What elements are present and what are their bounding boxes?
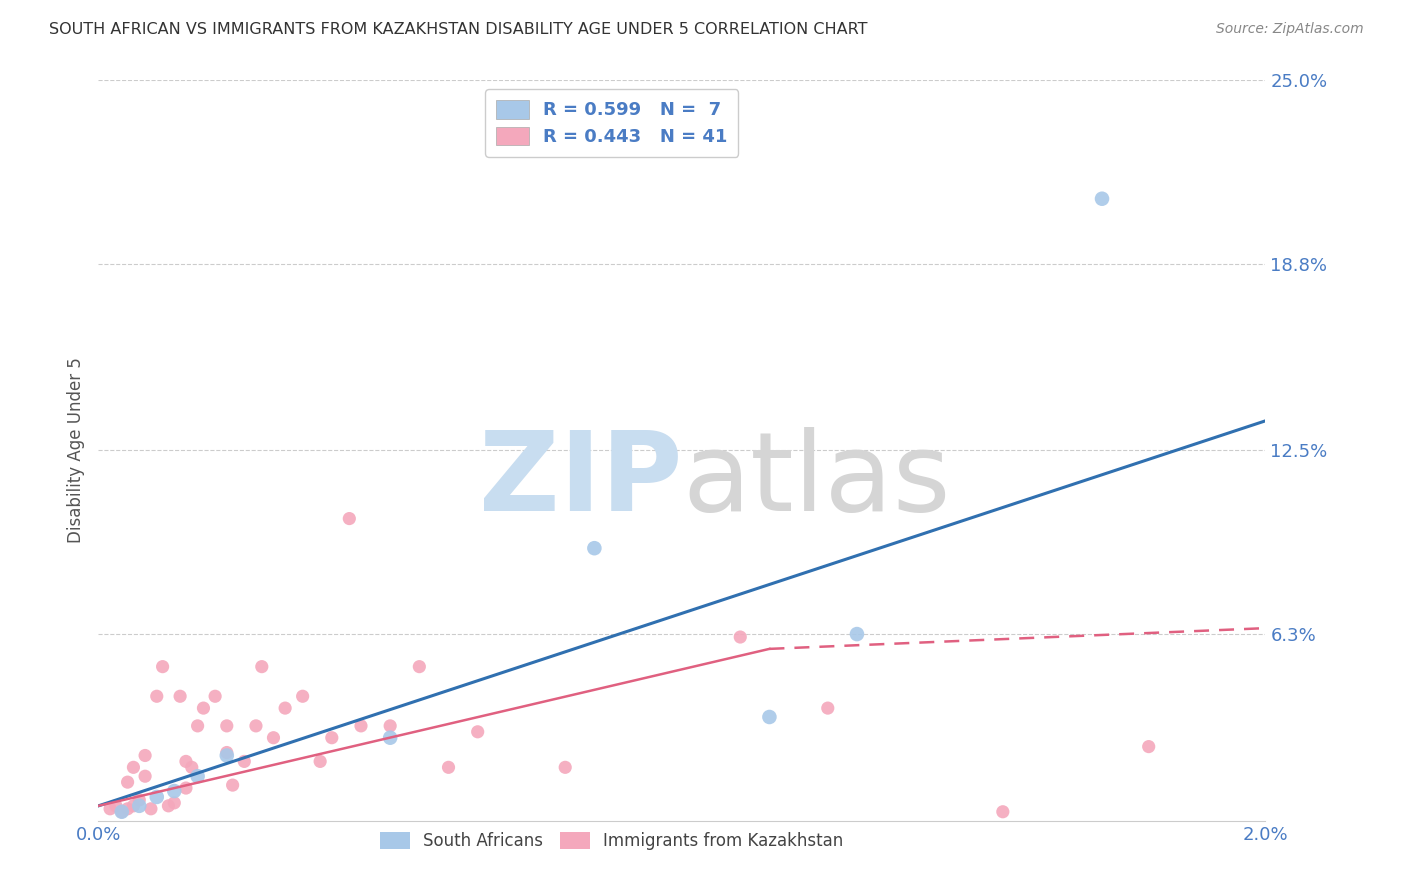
Point xyxy=(163,784,186,798)
Point xyxy=(730,630,752,644)
Point xyxy=(163,796,186,810)
Point xyxy=(846,627,869,641)
Point xyxy=(221,778,243,792)
Point xyxy=(583,541,606,556)
Point xyxy=(991,805,1014,819)
Point xyxy=(187,769,209,783)
Point xyxy=(117,775,139,789)
Point xyxy=(274,701,297,715)
Point xyxy=(817,701,839,715)
Point xyxy=(111,805,134,819)
Point xyxy=(111,805,134,819)
Point xyxy=(157,798,180,813)
Point xyxy=(204,690,226,704)
Point xyxy=(245,719,267,733)
Point xyxy=(139,802,162,816)
Text: SOUTH AFRICAN VS IMMIGRANTS FROM KAZAKHSTAN DISABILITY AGE UNDER 5 CORRELATION C: SOUTH AFRICAN VS IMMIGRANTS FROM KAZAKHS… xyxy=(49,22,868,37)
Point xyxy=(215,748,238,763)
Point xyxy=(146,789,169,804)
Point xyxy=(350,719,373,733)
Point xyxy=(408,659,430,673)
Point xyxy=(104,798,127,813)
Point xyxy=(291,690,314,704)
Y-axis label: Disability Age Under 5: Disability Age Under 5 xyxy=(66,358,84,543)
Point xyxy=(215,746,238,760)
Point xyxy=(380,719,402,733)
Point xyxy=(128,798,150,813)
Point xyxy=(758,710,780,724)
Point xyxy=(128,793,150,807)
Point xyxy=(98,802,121,816)
Point xyxy=(193,701,215,715)
Point xyxy=(174,755,197,769)
Point xyxy=(467,724,489,739)
Point xyxy=(117,802,139,816)
Text: atlas: atlas xyxy=(682,426,950,533)
Point xyxy=(134,769,156,783)
Point xyxy=(122,760,145,774)
Point xyxy=(134,748,156,763)
Point xyxy=(250,659,273,673)
Point xyxy=(215,719,238,733)
Point xyxy=(233,755,256,769)
Point xyxy=(152,659,174,673)
Point xyxy=(437,760,460,774)
Point xyxy=(1137,739,1160,754)
Point xyxy=(321,731,343,745)
Text: ZIP: ZIP xyxy=(478,426,682,533)
Point xyxy=(337,511,360,525)
Point xyxy=(122,798,145,813)
Point xyxy=(174,780,197,795)
Point xyxy=(554,760,576,774)
Point xyxy=(169,690,191,704)
Point xyxy=(262,731,284,745)
Text: Source: ZipAtlas.com: Source: ZipAtlas.com xyxy=(1216,22,1364,37)
Point xyxy=(180,760,202,774)
Point xyxy=(187,719,209,733)
Point xyxy=(380,731,402,745)
Legend: South Africans, Immigrants from Kazakhstan: South Africans, Immigrants from Kazakhst… xyxy=(374,825,851,856)
Point xyxy=(1091,192,1114,206)
Point xyxy=(309,755,332,769)
Point xyxy=(146,690,169,704)
